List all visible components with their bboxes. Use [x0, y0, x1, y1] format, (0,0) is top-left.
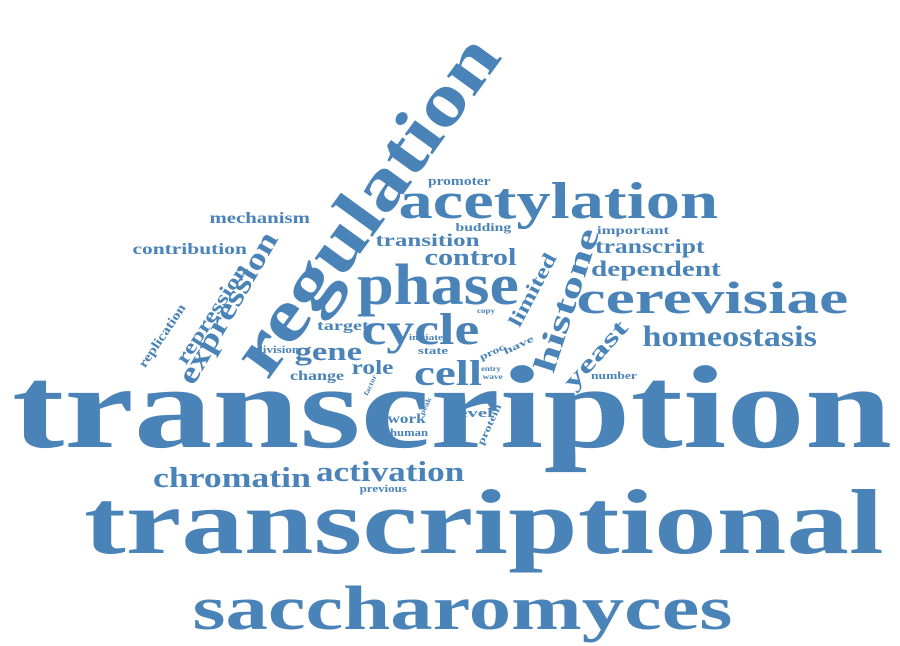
- word-division: division: [255, 343, 299, 356]
- word-transcript: transcript: [595, 236, 705, 258]
- word-number: number: [591, 371, 637, 382]
- word-role: role: [351, 357, 393, 379]
- word-cell: cell: [414, 353, 482, 393]
- word-dependent: dependent: [591, 256, 721, 281]
- word-transcriptional: transcriptional: [84, 471, 884, 573]
- word-human: human: [389, 428, 429, 439]
- word-change: change: [290, 369, 344, 384]
- word-saccharomyces: saccharomyces: [192, 575, 732, 643]
- word-budding: budding: [455, 220, 511, 234]
- word-cerevisiae: cerevisiae: [576, 272, 848, 323]
- word-phase: phase: [357, 252, 519, 317]
- word-mechanism: mechanism: [208, 210, 310, 227]
- word-wave: wave: [481, 372, 503, 381]
- word-cycle: cycle: [361, 305, 479, 354]
- word-target: target: [317, 319, 369, 334]
- word-transition: transition: [374, 230, 480, 250]
- word-acetylation: acetylation: [398, 173, 718, 230]
- word-chromatin: chromatin: [153, 463, 311, 494]
- word-work: work: [386, 412, 426, 427]
- word-state: state: [418, 346, 448, 357]
- word-level: level: [451, 404, 493, 420]
- word-gene: gene: [294, 337, 362, 366]
- word-promoter: promoter: [427, 172, 491, 188]
- word-entry: entry: [481, 364, 501, 373]
- word-copy: copy: [477, 306, 495, 315]
- word-previous: previous: [359, 484, 407, 495]
- word-transcription: transcription: [11, 342, 893, 473]
- word-homeostasis: homeostasis: [641, 320, 817, 353]
- word-initiate: initiate: [409, 333, 443, 342]
- word-activation: activation: [315, 457, 465, 488]
- word-contribution: contribution: [131, 241, 247, 258]
- word-control: control: [424, 245, 516, 271]
- word-important: important: [597, 223, 669, 237]
